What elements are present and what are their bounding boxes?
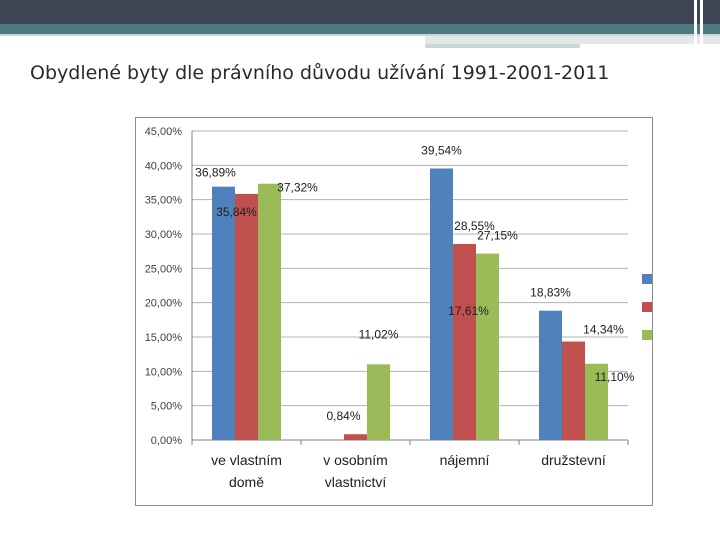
header-accent-stripe-short — [425, 44, 580, 48]
x-category-label: nájemní — [440, 452, 490, 468]
bar-1991-cat2 — [430, 168, 453, 440]
y-tick-label: 35,00% — [145, 195, 183, 207]
bar-1991-cat3 — [539, 310, 562, 440]
y-tick-label: 10,00% — [145, 366, 183, 378]
bar-2001-cat2 — [453, 243, 476, 440]
data-label: 39,54% — [421, 143, 462, 157]
data-label: 18,83% — [530, 286, 571, 300]
header-stripe-thin — [0, 34, 720, 36]
data-label: 11,02% — [359, 327, 399, 341]
x-category-label: družstevní — [541, 452, 606, 468]
bar-1991-cat0 — [212, 186, 235, 440]
header-stripe — [0, 24, 720, 34]
bar-2011-cat3 — [585, 363, 608, 440]
corner-mark — [700, 0, 703, 46]
x-category-label: vlastnictví — [325, 474, 387, 490]
legend-swatch-2001 — [642, 302, 652, 312]
data-label: 0,84% — [326, 409, 360, 423]
legend-swatch-1991 — [642, 274, 652, 284]
bar-2011-cat2 — [476, 253, 499, 440]
bar-chart: 0,00% 5,00% 10,00% 15,00% 20,00% 25,00% 30,00%… — [145, 126, 690, 490]
data-label: 14,34% — [583, 323, 624, 337]
top-bar — [0, 0, 720, 24]
data-label: 27,15% — [477, 229, 518, 243]
y-tick-label: 15,00% — [145, 332, 183, 344]
bar-2011-cat1 — [367, 364, 390, 440]
bar-2001-cat0 — [235, 193, 258, 440]
x-category-label: ve vlastním — [211, 452, 282, 468]
data-label: 28,55% — [454, 219, 495, 233]
bar-2001-cat1 — [344, 434, 367, 440]
y-tick-label: 5,00% — [151, 401, 182, 413]
bar-2001-cat3 — [562, 341, 585, 440]
chart-frame: 0,00% 5,00% 10,00% 15,00% 20,00% 25,00% 30,00%… — [135, 117, 690, 506]
slide-title: Obydlené byty dle právního důvodu užíván… — [30, 62, 610, 84]
data-label: 36,89% — [195, 166, 236, 180]
data-label: 11,10% — [595, 370, 635, 384]
data-label: 17,61% — [448, 304, 489, 318]
data-label: 35,84% — [216, 205, 257, 219]
y-tick-label: 0,00% — [151, 435, 182, 447]
header-accent-stripe — [425, 36, 720, 44]
y-tick-label: 40,00% — [145, 160, 183, 172]
y-tick-label: 30,00% — [145, 229, 183, 241]
legend-swatch-2011 — [642, 330, 652, 340]
bar-2011-cat0 — [258, 183, 281, 440]
corner-mark — [694, 0, 697, 46]
y-tick-label: 20,00% — [145, 298, 183, 310]
x-category-label: domě — [229, 474, 264, 490]
x-category-label: v osobním — [323, 452, 388, 468]
data-label: 37,32% — [277, 181, 318, 195]
y-tick-label: 25,00% — [145, 263, 183, 275]
y-tick-label: 45,00% — [145, 126, 183, 138]
